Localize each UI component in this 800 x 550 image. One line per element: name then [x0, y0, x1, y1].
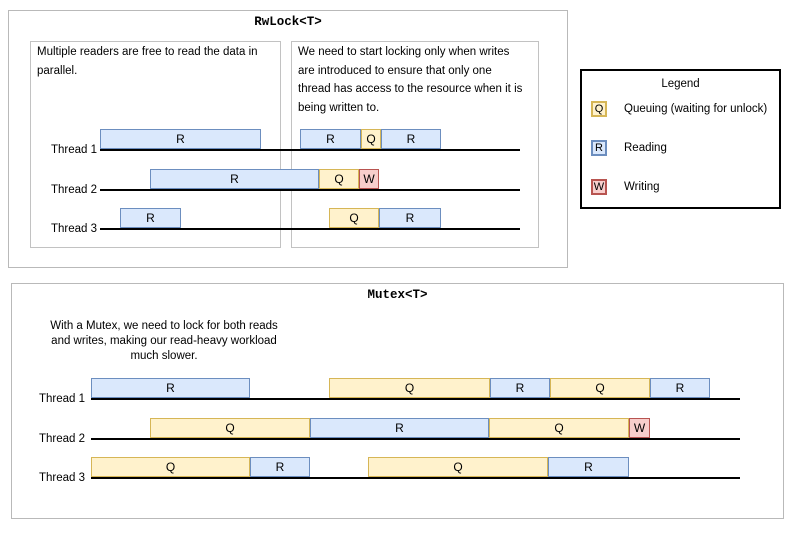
thread-label: Thread 2 [38, 433, 85, 445]
thread-timeline [100, 228, 520, 230]
segment-reading: R [310, 418, 489, 438]
legend-box: Legend Q Queuing (waiting for unlock) R Rea… [580, 69, 781, 209]
segment-reading: R [91, 378, 250, 398]
segment-writing: W [359, 169, 379, 189]
rwlock-left-note: Multiple readers are free to read the da… [37, 46, 258, 77]
segment-reading: R [250, 457, 310, 477]
legend-label-queuing: Queuing (waiting for unlock) [624, 103, 768, 115]
thread-timeline [91, 477, 740, 479]
thread-label: Thread 1 [38, 393, 85, 405]
legend-swatch-queuing: Q [591, 101, 607, 117]
segment-writing: W [629, 418, 650, 438]
segment-queuing: Q [150, 418, 310, 438]
mutex-note: With a Mutex, we need to lock for both r… [50, 320, 278, 362]
segment-queuing: Q [91, 457, 250, 477]
thread-timeline [100, 189, 520, 191]
segment-queuing: Q [329, 378, 490, 398]
segment-queuing: Q [489, 418, 629, 438]
mutex-panel [11, 283, 784, 519]
thread-label: Thread 3 [38, 472, 85, 484]
rwlock-panel-title: RwLock<T> [254, 15, 322, 29]
rwlock-right-note: We need to start locking only when write… [298, 46, 523, 114]
legend-title: Legend [661, 78, 700, 90]
legend-swatch-writing: W [591, 179, 607, 195]
legend-label-writing: Writing [624, 181, 660, 193]
segment-reading: R [120, 208, 181, 228]
segment-reading: R [381, 129, 441, 149]
segment-reading: R [150, 169, 319, 189]
thread-label: Thread 1 [50, 144, 97, 156]
mutex-panel-title: Mutex<T> [367, 288, 428, 302]
segment-reading: R [490, 378, 550, 398]
segment-reading: R [300, 129, 361, 149]
segment-queuing: Q [361, 129, 381, 149]
segment-reading: R [379, 208, 441, 228]
thread-label: Thread 3 [50, 223, 97, 235]
segment-queuing: Q [368, 457, 548, 477]
segment-reading: R [650, 378, 710, 398]
thread-timeline [91, 398, 740, 400]
segment-reading: R [548, 457, 629, 477]
thread-label: Thread 2 [50, 184, 97, 196]
legend-swatch-reading: R [591, 140, 607, 156]
segment-queuing: Q [319, 169, 359, 189]
legend-label-reading: Reading [624, 142, 667, 154]
segment-queuing: Q [550, 378, 650, 398]
thread-timeline [91, 438, 740, 440]
segment-reading: R [100, 129, 261, 149]
segment-queuing: Q [329, 208, 379, 228]
thread-timeline [100, 149, 520, 151]
